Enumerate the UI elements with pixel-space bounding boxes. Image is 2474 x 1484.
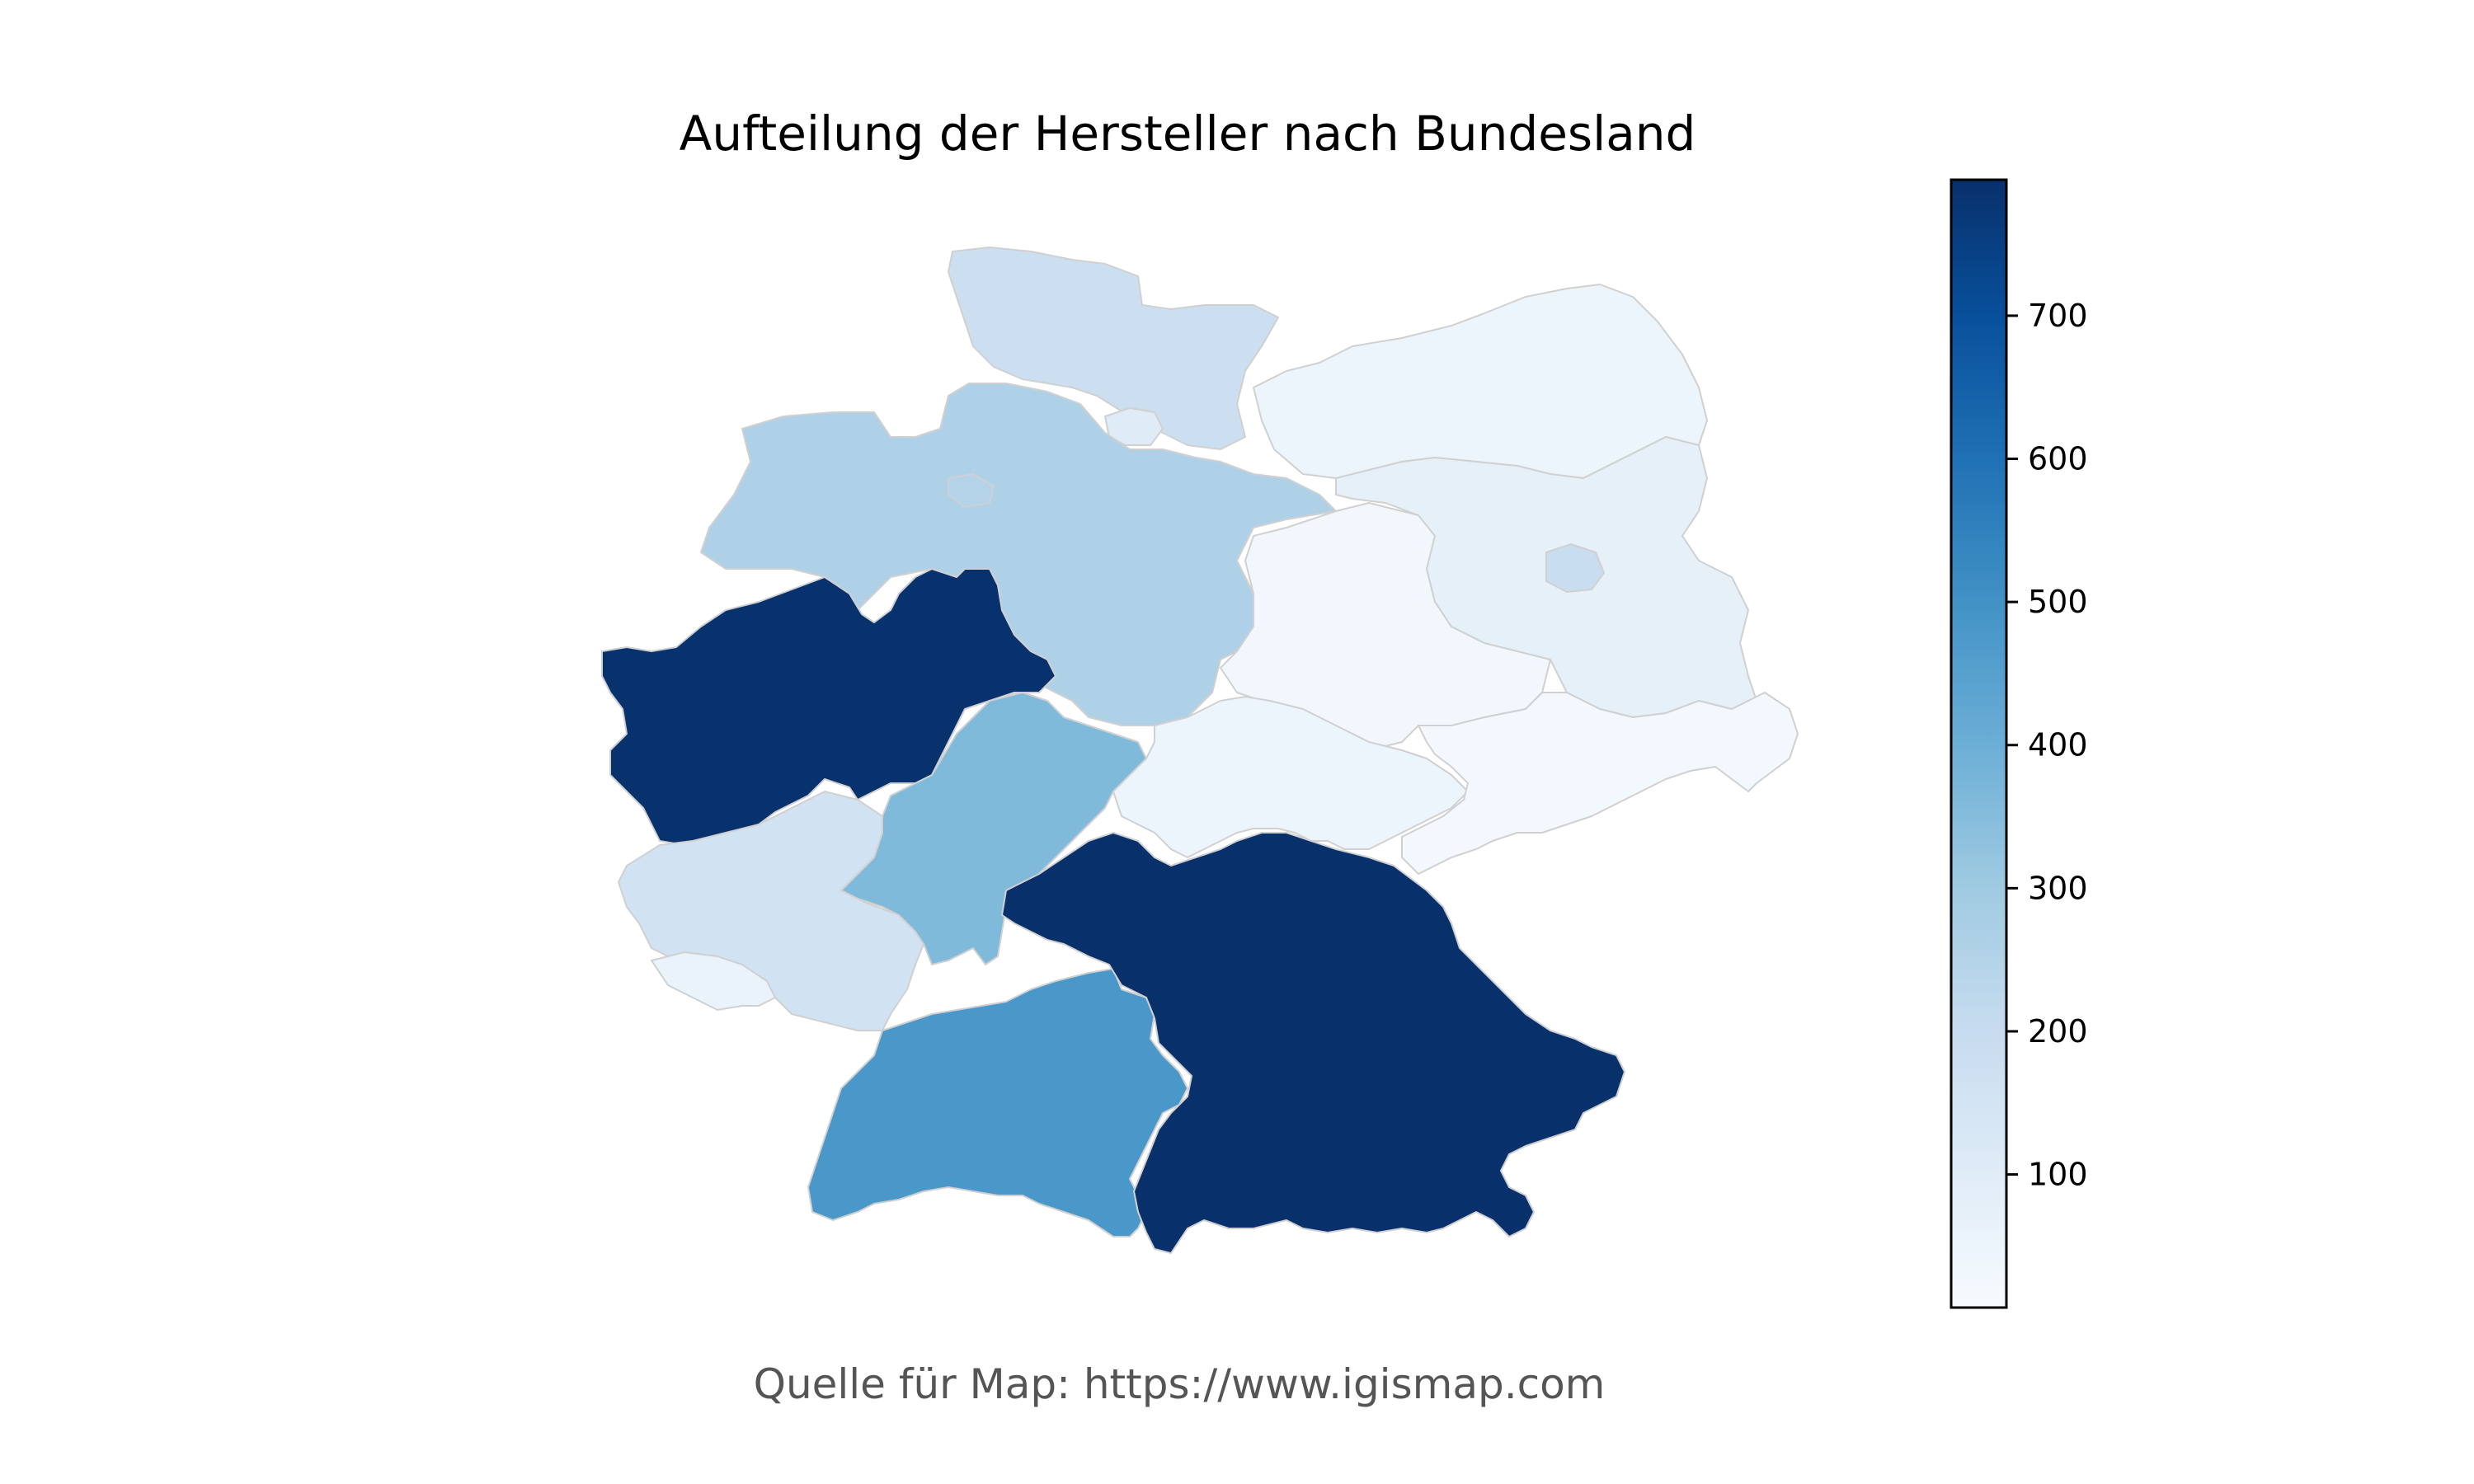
region-sachsen[interactable] — [1401, 692, 1799, 875]
colorbar-tick-label: 400 — [2028, 727, 2088, 763]
region-bremen[interactable] — [948, 473, 995, 508]
map-title: Aufteilung der Hersteller nach Bundeslan… — [679, 106, 1696, 162]
region-bayern[interactable] — [1001, 832, 1625, 1254]
colorbar-gradient — [1950, 178, 2008, 1309]
regions-layer — [601, 247, 1799, 1254]
colorbar: 100 200 300 400 500 600 700 — [1950, 178, 2088, 1309]
colorbar-tick-label: 100 — [2028, 1157, 2088, 1193]
region-thueringen[interactable] — [1112, 696, 1469, 858]
region-hessen[interactable] — [840, 692, 1147, 965]
region-schleswig-holstein[interactable] — [948, 247, 1279, 450]
colorbar-ticks: 100 200 300 400 500 600 700 — [2006, 298, 2088, 1193]
colorbar-tick-label: 200 — [2028, 1013, 2088, 1050]
colorbar-tick-label: 500 — [2028, 584, 2088, 620]
region-mecklenburg-vorpommern[interactable] — [1253, 284, 1708, 479]
colorbar-tick-label: 600 — [2028, 441, 2088, 477]
source-note: Quelle für Map: https://www.igismap.com — [753, 1360, 1606, 1408]
colorbar-tick-label: 700 — [2028, 298, 2088, 334]
colorbar-tick-label: 300 — [2028, 870, 2088, 906]
region-nordrhein-westfalen[interactable] — [601, 568, 1056, 846]
region-berlin[interactable] — [1545, 543, 1605, 593]
region-saarland[interactable] — [651, 951, 776, 1011]
